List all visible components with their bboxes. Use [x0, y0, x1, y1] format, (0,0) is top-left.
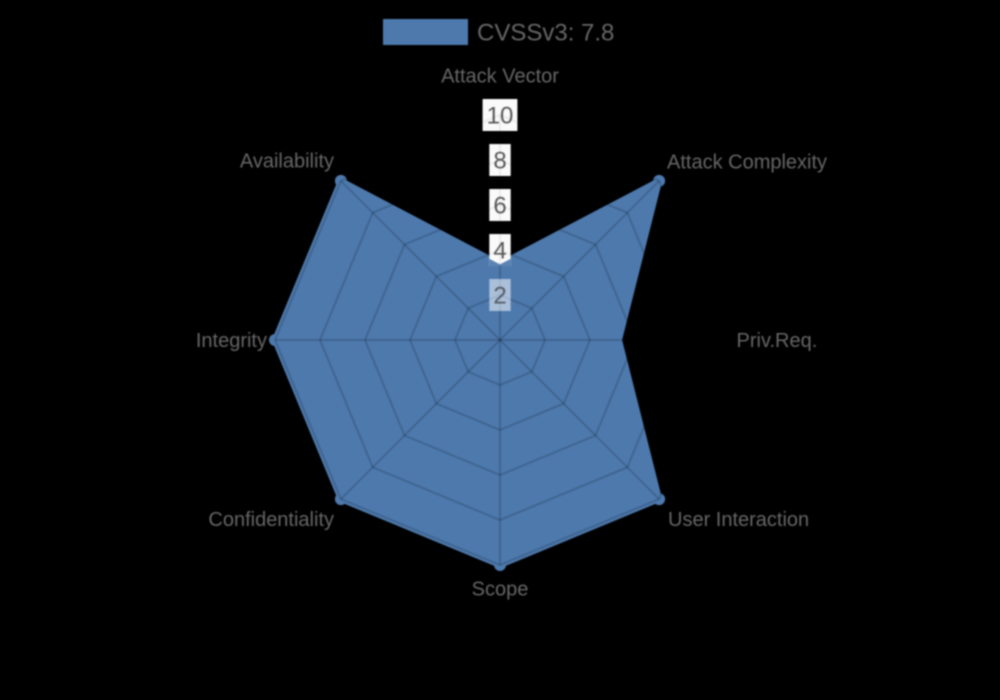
svg-text:Availability: Availability — [240, 150, 334, 172]
svg-text:CVSSv3: 7.8: CVSSv3: 7.8 — [477, 20, 614, 47]
svg-text:Attack Complexity: Attack Complexity — [667, 151, 827, 173]
svg-text:Integrity: Integrity — [196, 330, 267, 352]
svg-text:4: 4 — [493, 238, 506, 265]
svg-text:6: 6 — [493, 193, 506, 220]
svg-text:2: 2 — [493, 283, 506, 310]
svg-text:Priv.Req.: Priv.Req. — [737, 330, 818, 352]
svg-text:Attack Vector: Attack Vector — [441, 65, 559, 87]
svg-text:Confidentiality: Confidentiality — [208, 509, 334, 531]
svg-text:User Interaction: User Interaction — [668, 509, 809, 531]
svg-text:Scope: Scope — [472, 579, 529, 601]
svg-text:8: 8 — [493, 148, 506, 175]
svg-text:10: 10 — [487, 103, 514, 130]
